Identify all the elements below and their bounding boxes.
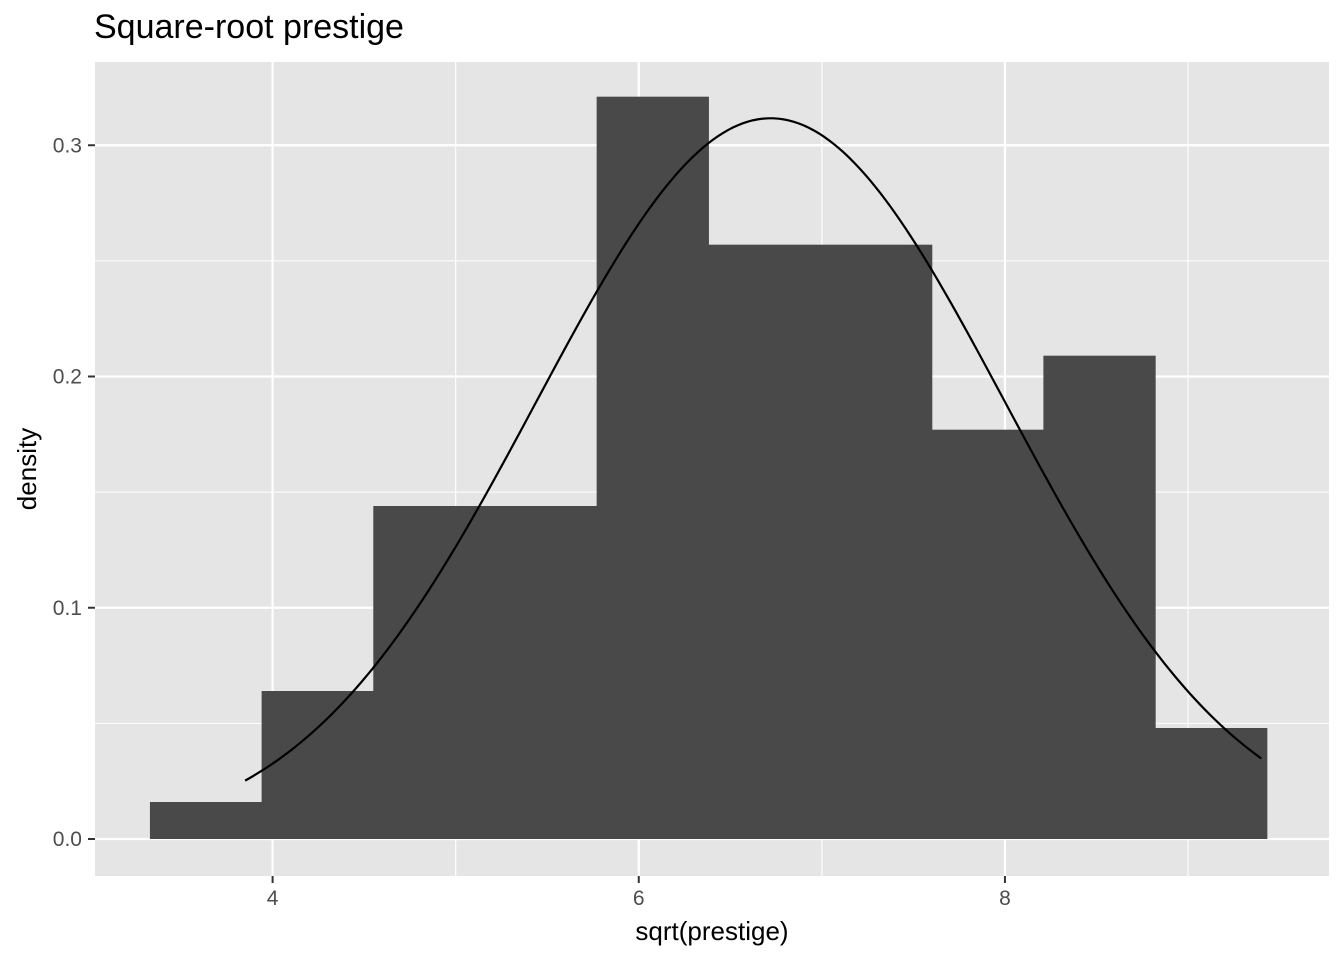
y-tick-label: 0.3 [53,134,82,157]
histogram-bar [484,506,598,839]
y-tick-label: 0.1 [53,597,82,620]
x-axis-title: sqrt(prestige) [635,916,788,946]
x-tick-label: 6 [633,887,645,910]
x-tick-label: 4 [267,887,279,910]
histogram-bar [708,244,821,839]
x-axis: 4 6 8 [267,876,1011,910]
chart-title: Square-root prestige [94,8,404,46]
histogram-bar [931,429,1044,839]
histogram-bar [149,802,263,839]
y-axis: 0.0 0.1 0.2 0.3 [53,134,95,851]
histogram-bar [1043,355,1156,839]
histogram-bar [1155,728,1268,839]
y-tick-label: 0.0 [53,828,82,851]
x-tick-label: 8 [999,887,1011,910]
histogram-bar [820,244,933,839]
y-axis-title: density [12,428,42,510]
histogram-bar [373,506,486,839]
normal-density-curve [244,117,1262,782]
histogram-bar [261,691,374,839]
y-tick-label: 0.2 [53,366,82,389]
histogram-bar [596,96,709,839]
histogram-bars [149,96,1268,839]
